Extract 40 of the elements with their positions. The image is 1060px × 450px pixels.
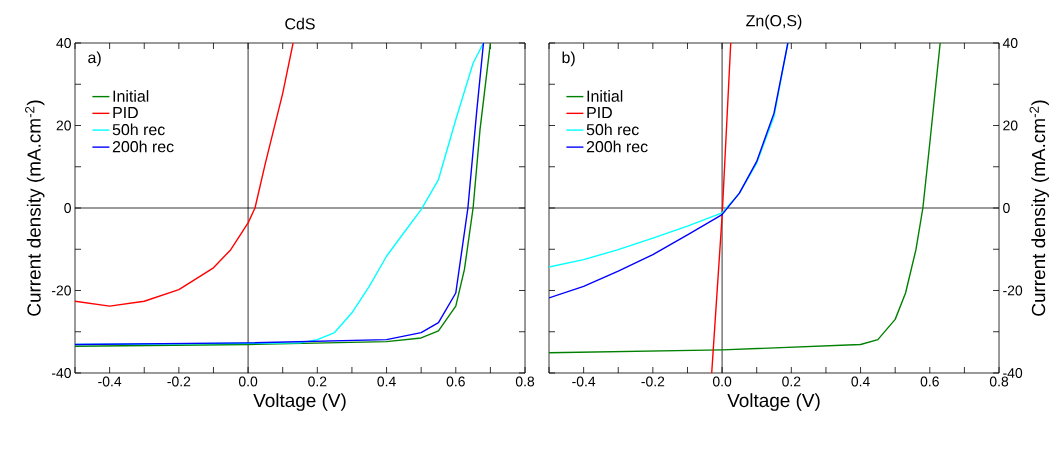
x-tick-label: 0.8	[515, 376, 535, 387]
y2-tick-label: -40	[1003, 368, 1023, 378]
legend-label: 50h rec	[112, 123, 165, 136]
legend-label: 200h rec	[586, 140, 648, 153]
legend-label: Initial	[587, 90, 623, 102]
x-tick-label: -0.2	[641, 376, 665, 387]
y2-tick-label: 20	[1003, 120, 1018, 131]
annotation: a)	[88, 51, 101, 67]
y2-tick-label: 40	[1002, 38, 1018, 48]
y-tick-label: 40	[56, 38, 71, 48]
legend-label: PID	[113, 107, 138, 119]
y-axis-title: Current density (mA.cm$^{-2}$)	[25, 100, 45, 316]
annotation: b)	[562, 51, 575, 67]
y-tick-label: 0	[64, 203, 71, 213]
x-tick-label: 0.6	[446, 376, 465, 387]
x-tick-label: 0.2	[308, 376, 327, 387]
chart-title: CdS	[285, 17, 315, 30]
legend-label: PID	[587, 107, 612, 119]
y-tick-label: -20	[51, 285, 71, 296]
x-tick-label: 0.0	[238, 376, 258, 387]
x-axis-title: Voltage (V)	[727, 393, 820, 411]
y2-axis-title: Current density (mA.cm$^{-2}$)	[1029, 100, 1049, 316]
y2-tick-label: 0	[1003, 203, 1010, 213]
x-tick-label: 0.2	[782, 376, 801, 387]
x-tick-label: 0.6	[920, 376, 939, 387]
x-tick-label: -0.4	[98, 376, 122, 387]
x-tick-label: -0.2	[167, 376, 191, 387]
y2-tick-label: -20	[1003, 285, 1023, 296]
x-tick-label: 0.4	[377, 376, 396, 387]
x-axis-title: Voltage (V)	[253, 393, 346, 411]
x-tick-label: 0.8	[989, 376, 1009, 387]
y-tick-label: -40	[51, 368, 71, 378]
y-tick-label: 20	[56, 120, 71, 131]
legend-label: Initial	[113, 90, 149, 102]
legend-label: 200h rec	[112, 140, 174, 153]
legend-label: 50h rec	[586, 123, 639, 136]
x-tick-label: 0.4	[851, 376, 870, 387]
x-tick-label: 0.0	[712, 376, 732, 387]
x-tick-label: -0.4	[572, 376, 596, 387]
chart-title: Zn(O,S)	[746, 14, 802, 30]
